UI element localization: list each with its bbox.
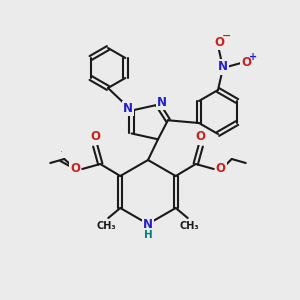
Text: +: + (249, 52, 257, 62)
Text: O: O (70, 161, 80, 175)
Text: N: N (143, 218, 153, 230)
Text: CH₃: CH₃ (180, 221, 200, 231)
Text: N: N (157, 96, 167, 109)
Text: N: N (218, 61, 228, 74)
Text: CH₃: CH₃ (97, 221, 116, 231)
Text: O: O (214, 35, 224, 49)
Text: N: N (123, 102, 133, 115)
Text: O: O (196, 130, 206, 143)
Text: −: − (222, 31, 232, 41)
Text: O: O (241, 56, 251, 70)
Text: H: H (144, 230, 152, 240)
Text: O: O (216, 161, 226, 175)
Text: O: O (90, 130, 100, 143)
